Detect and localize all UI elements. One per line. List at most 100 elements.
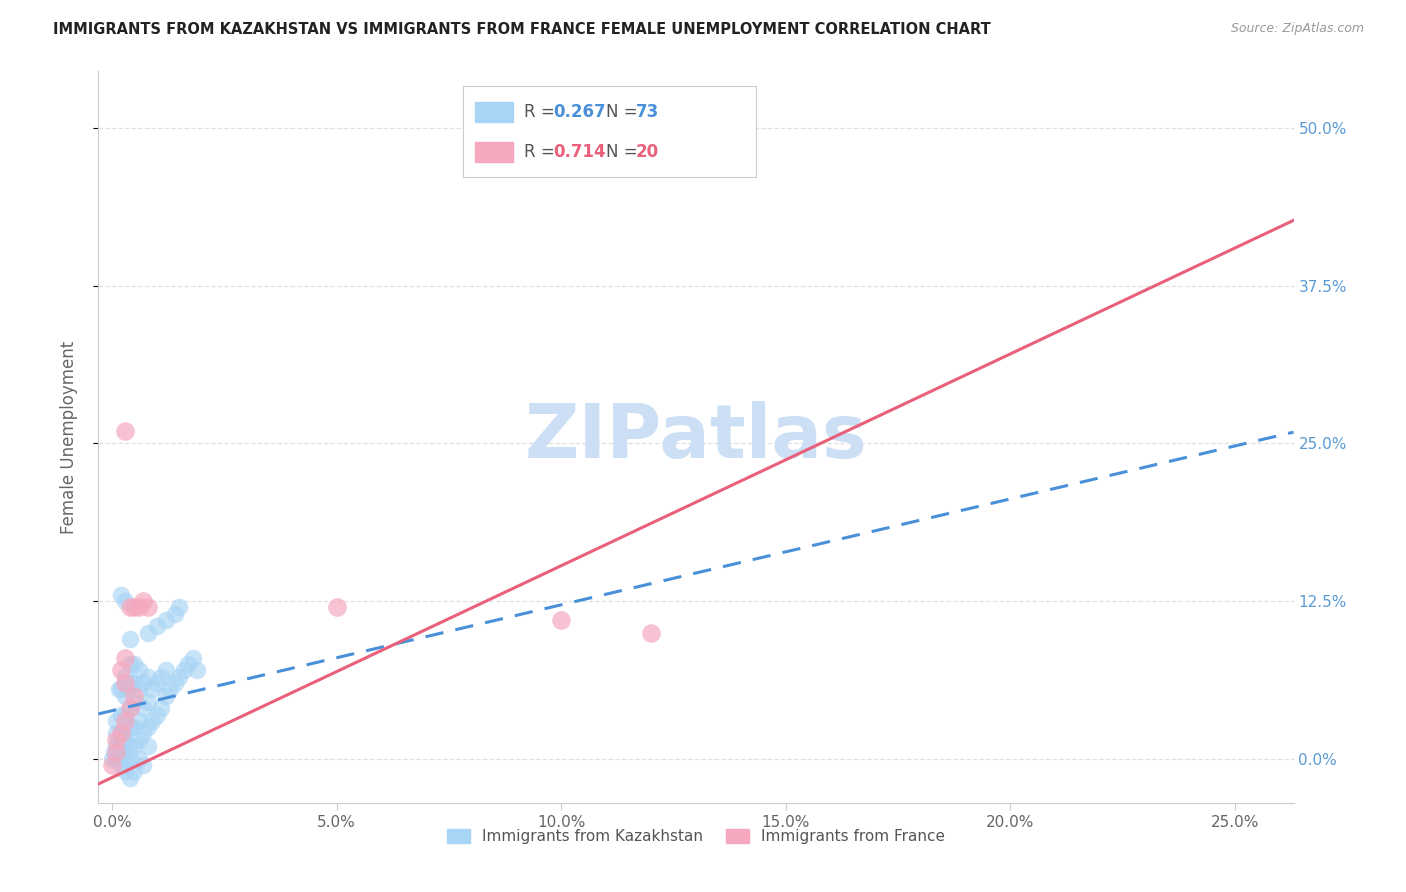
Point (163, 607, 186, 621)
Point (136, 600, 159, 615)
Point (132, 726, 155, 740)
Point (155, 664, 177, 678)
Point (114, 670, 136, 684)
Text: R =: R = (524, 143, 561, 161)
Point (110, 588, 132, 602)
Text: 0.714: 0.714 (554, 143, 606, 161)
Point (186, 664, 208, 678)
Point (114, 424, 136, 438)
Point (550, 613, 572, 627)
Point (114, 689, 136, 703)
Point (118, 632, 141, 646)
Point (155, 689, 177, 703)
Point (101, 752, 124, 766)
Point (110, 752, 132, 766)
Point (105, 726, 128, 740)
Point (128, 752, 150, 766)
Point (136, 695, 159, 709)
Bar (475, 102, 513, 121)
Point (132, 594, 155, 608)
Point (110, 664, 132, 678)
Point (118, 600, 141, 615)
Point (107, 682, 129, 697)
Point (112, 732, 135, 747)
Point (118, 701, 141, 715)
Point (128, 664, 150, 678)
Point (110, 739, 132, 753)
Point (169, 670, 191, 684)
Legend: Immigrants from Kazakhstan, Immigrants from France: Immigrants from Kazakhstan, Immigrants f… (440, 822, 952, 850)
Point (114, 650, 136, 665)
Point (159, 682, 181, 697)
Point (105, 732, 128, 747)
Point (110, 726, 132, 740)
Point (118, 752, 141, 766)
Text: 0.267: 0.267 (554, 103, 606, 120)
Point (114, 739, 136, 753)
Point (101, 758, 124, 772)
Text: Source: ZipAtlas.com: Source: ZipAtlas.com (1230, 22, 1364, 36)
Point (128, 682, 150, 697)
Point (105, 714, 128, 728)
Point (146, 619, 169, 633)
Y-axis label: Female Unemployment: Female Unemployment (59, 341, 77, 533)
Point (124, 689, 146, 703)
Point (118, 701, 141, 715)
Point (146, 676, 169, 690)
Point (150, 701, 173, 715)
Point (114, 764, 136, 779)
Point (124, 739, 146, 753)
Point (181, 650, 204, 665)
Point (595, 121, 617, 136)
Point (107, 752, 129, 766)
Text: IMMIGRANTS FROM KAZAKHSTAN VS IMMIGRANTS FROM FRANCE FEMALE UNEMPLOYMENT CORRELA: IMMIGRANTS FROM KAZAKHSTAN VS IMMIGRANTS… (53, 22, 991, 37)
Point (110, 758, 132, 772)
Point (141, 714, 163, 728)
Point (124, 720, 146, 734)
Point (112, 745, 135, 759)
Text: N =: N = (606, 143, 644, 161)
Point (114, 752, 136, 766)
Point (103, 745, 125, 759)
Bar (475, 142, 513, 161)
Text: R =: R = (524, 103, 561, 120)
Point (114, 714, 136, 728)
Point (132, 701, 155, 715)
Point (132, 758, 155, 772)
Point (110, 726, 132, 740)
Point (150, 670, 173, 684)
Point (173, 664, 195, 678)
Point (118, 657, 141, 671)
Point (124, 676, 146, 690)
Point (128, 600, 150, 615)
Point (107, 739, 129, 753)
Point (128, 732, 150, 747)
Point (110, 707, 132, 722)
Point (110, 682, 132, 697)
Point (136, 670, 159, 684)
Point (132, 676, 155, 690)
Point (136, 625, 159, 640)
Point (105, 752, 128, 766)
Point (177, 657, 200, 671)
Point (118, 771, 141, 785)
Point (114, 594, 136, 608)
Point (169, 600, 191, 615)
Point (105, 739, 128, 753)
Point (146, 707, 169, 722)
Point (163, 676, 186, 690)
Text: 20: 20 (636, 143, 659, 161)
Point (136, 720, 159, 734)
Point (124, 764, 146, 779)
FancyBboxPatch shape (463, 86, 756, 178)
Point (124, 600, 146, 615)
Text: 73: 73 (636, 103, 659, 120)
Point (118, 676, 141, 690)
Text: N =: N = (606, 103, 644, 120)
Point (124, 657, 146, 671)
Point (118, 739, 141, 753)
Point (118, 720, 141, 734)
Point (141, 682, 163, 697)
Text: ZIPatlas: ZIPatlas (524, 401, 868, 474)
Point (105, 745, 128, 759)
